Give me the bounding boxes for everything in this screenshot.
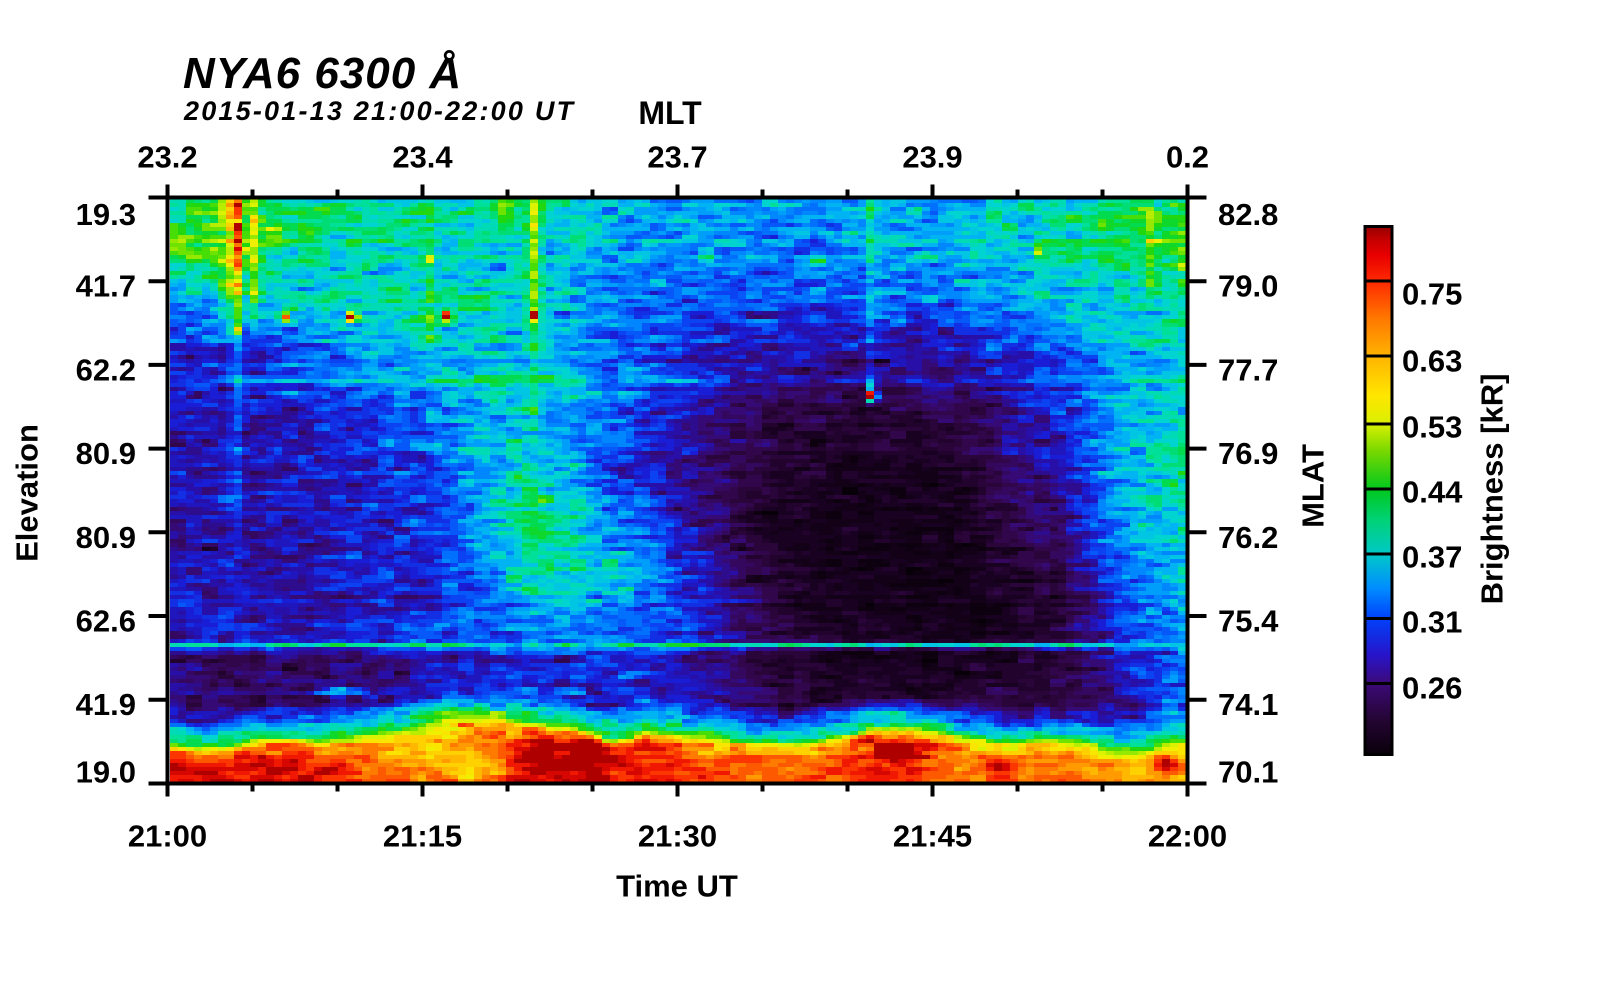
svg-text:19.0: 19.0: [76, 755, 136, 790]
svg-text:23.7: 23.7: [647, 140, 707, 175]
svg-text:70.1: 70.1: [1218, 755, 1278, 790]
svg-text:0.2: 0.2: [1166, 140, 1209, 175]
svg-text:21:30: 21:30: [638, 819, 717, 854]
svg-text:0.44: 0.44: [1402, 475, 1463, 510]
svg-text:41.7: 41.7: [76, 269, 136, 304]
svg-text:23.9: 23.9: [902, 140, 962, 175]
svg-text:23.2: 23.2: [137, 140, 197, 175]
svg-text:MLT: MLT: [638, 95, 702, 131]
svg-text:21:00: 21:00: [128, 819, 207, 854]
svg-text:MLAT: MLAT: [1296, 444, 1331, 528]
svg-text:Brightness [kR]: Brightness [kR]: [1475, 374, 1510, 605]
svg-text:80.9: 80.9: [76, 520, 136, 555]
svg-text:62.6: 62.6: [76, 604, 136, 639]
svg-text:Time UT: Time UT: [616, 869, 738, 904]
svg-text:0.26: 0.26: [1402, 671, 1462, 706]
svg-text:23.4: 23.4: [392, 140, 453, 175]
svg-text:79.0: 79.0: [1218, 269, 1278, 304]
svg-text:82.8: 82.8: [1218, 197, 1278, 232]
svg-text:41.9: 41.9: [76, 687, 136, 722]
svg-text:75.4: 75.4: [1218, 604, 1279, 639]
svg-text:62.2: 62.2: [76, 352, 136, 387]
svg-text:21:45: 21:45: [893, 819, 972, 854]
svg-text:0.75: 0.75: [1402, 277, 1462, 312]
svg-text:21:15: 21:15: [383, 819, 462, 854]
svg-text:76.2: 76.2: [1218, 520, 1278, 555]
svg-text:NYA6 6300 Å: NYA6 6300 Å: [183, 49, 462, 98]
svg-text:0.37: 0.37: [1402, 540, 1462, 575]
svg-text:0.63: 0.63: [1402, 344, 1462, 379]
svg-text:77.7: 77.7: [1218, 352, 1278, 387]
svg-text:80.9: 80.9: [76, 436, 136, 471]
svg-text:0.31: 0.31: [1402, 605, 1462, 640]
svg-text:0.53: 0.53: [1402, 410, 1462, 445]
svg-text:Elevation: Elevation: [10, 424, 45, 562]
svg-text:2015-01-13 21:00-22:00 UT: 2015-01-13 21:00-22:00 UT: [183, 96, 576, 126]
svg-text:19.3: 19.3: [76, 197, 136, 232]
svg-text:22:00: 22:00: [1148, 819, 1227, 854]
svg-text:74.1: 74.1: [1218, 687, 1278, 722]
svg-text:76.9: 76.9: [1218, 436, 1278, 471]
